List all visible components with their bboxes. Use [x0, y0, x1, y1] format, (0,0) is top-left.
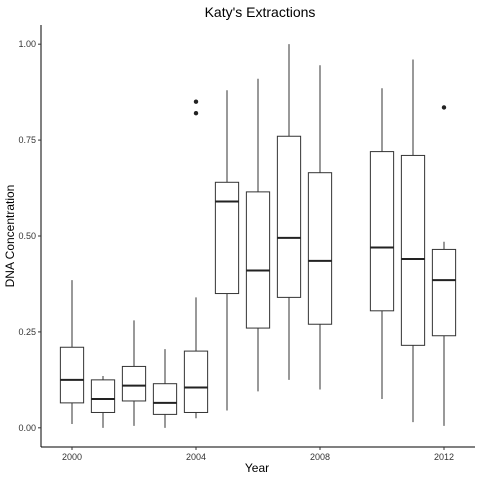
chart-title: Katy's Extractions — [205, 4, 316, 20]
box-2001-box — [91, 380, 114, 413]
y-tick-label: 1.00 — [18, 39, 36, 49]
box-2008-box — [308, 173, 331, 325]
box-2000-box — [60, 347, 83, 403]
box-2005-box — [215, 182, 238, 293]
x-tick-label: 2008 — [310, 452, 330, 462]
y-axis-title: DNA Concentration — [3, 185, 17, 288]
box-2004-outlier-0 — [194, 111, 198, 115]
box-2004-box — [184, 351, 207, 412]
box-2007-box — [277, 136, 300, 297]
box-2010-box — [370, 152, 393, 311]
y-tick-label: 0.75 — [18, 135, 36, 145]
box-2006-box — [246, 192, 269, 328]
box-2002-box — [122, 366, 145, 401]
y-tick-label: 0.00 — [18, 423, 36, 433]
x-tick-label: 2012 — [434, 452, 454, 462]
x-tick-label: 2004 — [186, 452, 206, 462]
y-tick-label: 0.25 — [18, 327, 36, 337]
box-2003-box — [153, 384, 176, 415]
x-tick-label: 2000 — [62, 452, 82, 462]
plot-area: 0.00 0.25 0.50 0.75 1.00 2000 2004 2008 2012 — [18, 25, 475, 462]
x-axis-title: Year — [245, 461, 269, 475]
box-2012-outlier-0 — [442, 105, 446, 109]
box-2011-box — [401, 155, 424, 345]
box-2012-box — [432, 249, 455, 335]
y-tick-label: 0.50 — [18, 231, 36, 241]
box-2004-outlier-1 — [194, 100, 198, 104]
